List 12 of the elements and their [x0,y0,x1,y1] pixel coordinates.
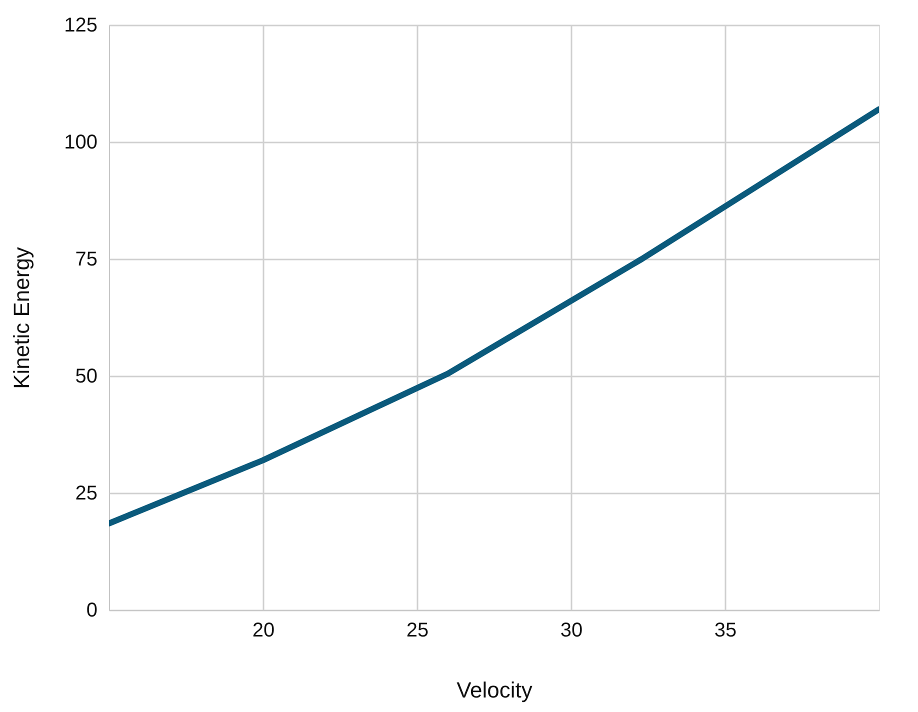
y-tick-label: 0 [86,600,98,622]
y-tick-label: 50 [75,366,98,388]
y-tick-label: 25 [75,482,98,504]
y-tick-label: 100 [64,132,98,154]
y-axis-title: Kinetic Energy [9,247,34,389]
x-tick-label: 25 [406,620,429,642]
x-axis-title: Velocity [456,678,532,702]
x-tick-label: 20 [252,620,275,642]
x-tick-label: 35 [714,620,737,642]
y-tick-label: 75 [75,248,98,270]
y-tick-label: 125 [64,14,98,36]
x-tick-label: 30 [560,620,583,642]
